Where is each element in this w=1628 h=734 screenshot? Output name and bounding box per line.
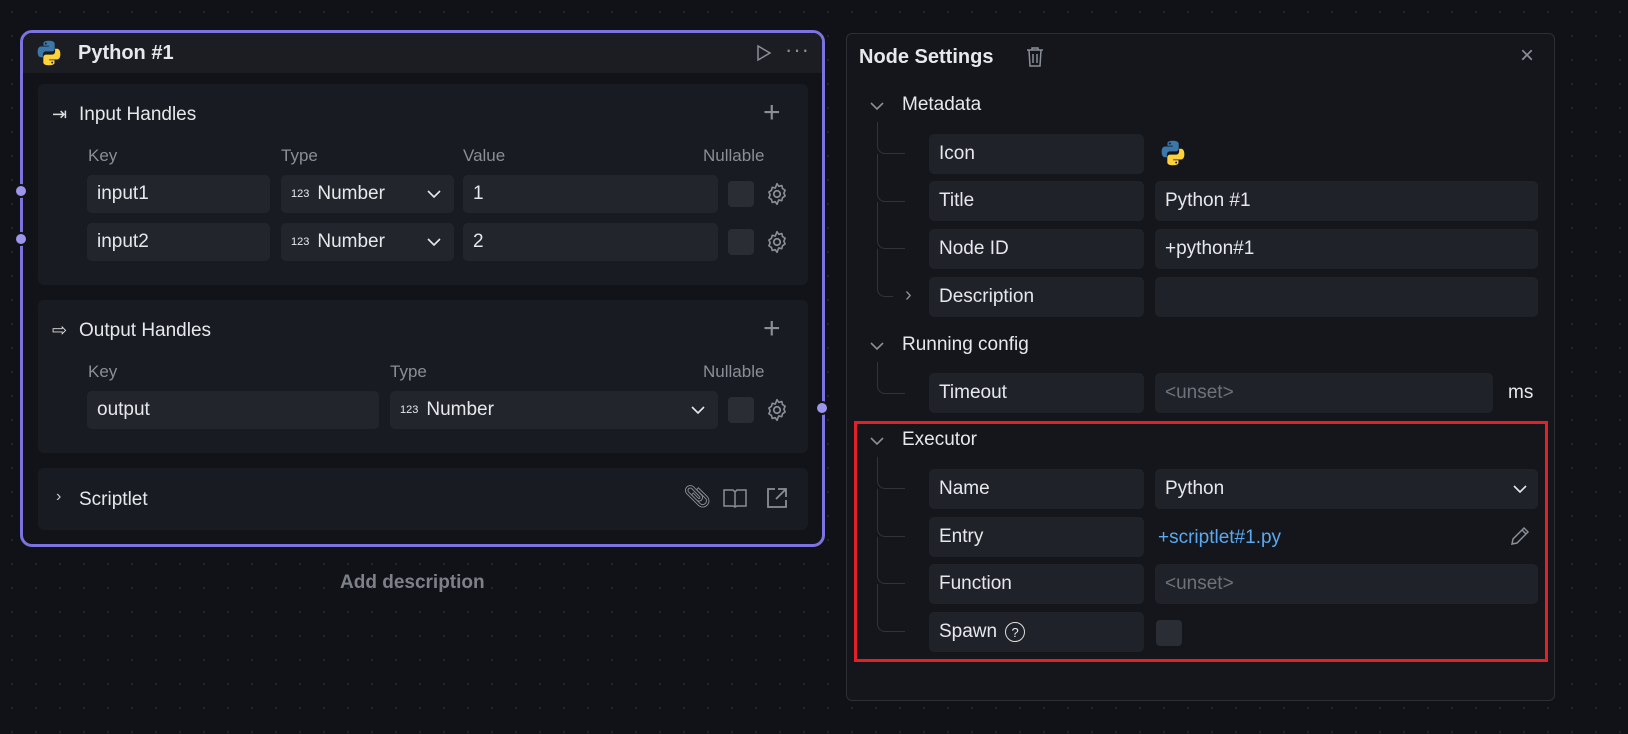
- add-output-button[interactable]: +: [763, 312, 781, 345]
- description-input[interactable]: [1155, 277, 1538, 317]
- chevron-down-icon: [424, 232, 444, 252]
- column-type: Type: [390, 362, 427, 381]
- play-icon[interactable]: [753, 43, 773, 63]
- type-value: Number: [426, 399, 494, 420]
- python-node[interactable]: Python #1 ··· ⇥ Input Handles + Key Type…: [20, 30, 825, 547]
- spawn-checkbox[interactable]: [1156, 620, 1182, 646]
- column-nullable: Nullable: [703, 362, 765, 381]
- chevron-down-icon[interactable]: [867, 431, 887, 451]
- title-input[interactable]: Python #1: [1155, 181, 1538, 221]
- label-timeout: Timeout: [929, 373, 1144, 413]
- node-header[interactable]: Python #1 ···: [23, 33, 822, 73]
- function-input[interactable]: <unset>: [1155, 564, 1538, 604]
- type-select[interactable]: 123 Number: [281, 223, 454, 261]
- scriptlet-section[interactable]: › Scriptlet 📎︎: [38, 468, 808, 530]
- gear-icon[interactable]: [764, 397, 790, 423]
- column-key: Key: [88, 362, 118, 381]
- number-type-icon: 123: [400, 404, 419, 416]
- section-title: Scriptlet: [79, 489, 148, 510]
- label-node-id: Node ID: [929, 229, 1144, 269]
- panel-title: Node Settings: [859, 46, 994, 68]
- column-key: Key: [88, 146, 118, 165]
- executor-name-value: Python: [1165, 478, 1225, 499]
- entry-link[interactable]: +scriptlet#1.py: [1158, 527, 1282, 548]
- column-nullable: Nullable: [703, 146, 765, 165]
- paperclip-icon[interactable]: 📎︎: [683, 484, 711, 509]
- tree-line: [877, 457, 905, 489]
- section-title: Input Handles: [79, 104, 197, 125]
- tree-line: [877, 202, 905, 249]
- group-metadata[interactable]: Metadata: [902, 94, 982, 115]
- label-name: Name: [929, 469, 1144, 509]
- type-value: Number: [317, 183, 385, 204]
- label-title: Title: [929, 181, 1144, 221]
- help-icon[interactable]: ?: [1005, 622, 1026, 642]
- column-type: Type: [281, 146, 318, 165]
- chevron-down-icon[interactable]: [867, 96, 887, 116]
- value-input[interactable]: 1: [463, 175, 718, 213]
- number-type-icon: 123: [291, 188, 310, 200]
- node-id-input[interactable]: +python#1: [1155, 229, 1538, 269]
- type-select[interactable]: 123 Number: [390, 391, 718, 429]
- type-select[interactable]: 123 Number: [281, 175, 454, 213]
- tree-line: [877, 584, 905, 632]
- tree-line: [877, 154, 905, 202]
- key-input[interactable]: output: [87, 391, 379, 429]
- input-handle-dot[interactable]: [14, 232, 28, 246]
- tree-line: [877, 122, 905, 154]
- value-input[interactable]: 2: [463, 223, 718, 261]
- gear-icon[interactable]: [764, 181, 790, 207]
- input-handle-dot[interactable]: [14, 184, 28, 198]
- key-input[interactable]: input1: [87, 175, 270, 213]
- output-handles-section: ⇨ Output Handles + Key Type Nullable out…: [38, 300, 808, 453]
- group-executor[interactable]: Executor: [902, 429, 977, 450]
- chevron-right-icon[interactable]: ›: [905, 284, 912, 306]
- group-running-config[interactable]: Running config: [902, 334, 1029, 355]
- input-handles-section: ⇥ Input Handles + Key Type Value Nullabl…: [38, 84, 808, 285]
- pencil-icon[interactable]: [1508, 524, 1532, 548]
- close-icon[interactable]: ×: [1520, 42, 1535, 69]
- key-input[interactable]: input2: [87, 223, 270, 261]
- node-title: Python #1: [78, 42, 174, 64]
- nullable-checkbox[interactable]: [728, 397, 754, 423]
- tree-line: [877, 537, 905, 584]
- tree-line: [877, 489, 905, 537]
- node-settings-panel: Node Settings × Metadata Icon Title Pyth…: [846, 33, 1555, 701]
- add-description-button[interactable]: Add description: [340, 572, 485, 593]
- timeout-input[interactable]: <unset>: [1155, 373, 1493, 413]
- section-title: Output Handles: [79, 320, 212, 341]
- trash-icon[interactable]: [1025, 46, 1045, 68]
- output-arrow-icon: ⇨: [52, 320, 68, 340]
- executor-highlight: [854, 421, 1548, 662]
- column-value: Value: [463, 146, 506, 165]
- nullable-checkbox[interactable]: [728, 181, 754, 207]
- type-value: Number: [317, 231, 385, 252]
- executor-name-select[interactable]: Python: [1155, 469, 1538, 509]
- number-type-icon: 123: [291, 236, 310, 248]
- chevron-down-icon: [1510, 479, 1530, 499]
- book-icon[interactable]: [722, 487, 748, 509]
- label-spawn: Spawn?: [929, 612, 1144, 652]
- label-description: Description: [929, 277, 1144, 317]
- gear-icon[interactable]: [764, 229, 790, 255]
- timeout-unit: ms: [1508, 382, 1534, 403]
- chevron-right-icon[interactable]: ›: [56, 488, 62, 505]
- tree-line: [877, 249, 893, 297]
- chevron-down-icon[interactable]: [867, 336, 887, 356]
- open-external-icon[interactable]: [765, 486, 789, 510]
- label-entry: Entry: [929, 517, 1144, 557]
- input-arrow-icon: ⇥: [52, 104, 68, 124]
- more-icon[interactable]: ···: [785, 37, 810, 62]
- chevron-down-icon: [688, 400, 708, 420]
- tree-line: [877, 362, 905, 394]
- nullable-checkbox[interactable]: [728, 229, 754, 255]
- output-handle-dot[interactable]: [815, 401, 829, 415]
- label-function: Function: [929, 564, 1144, 604]
- python-logo-icon[interactable]: [1159, 139, 1187, 167]
- python-logo-icon: [35, 39, 63, 67]
- label-icon: Icon: [929, 134, 1144, 174]
- add-input-button[interactable]: +: [763, 96, 781, 129]
- spawn-label-text: Spawn: [939, 621, 998, 642]
- chevron-down-icon: [424, 184, 444, 204]
